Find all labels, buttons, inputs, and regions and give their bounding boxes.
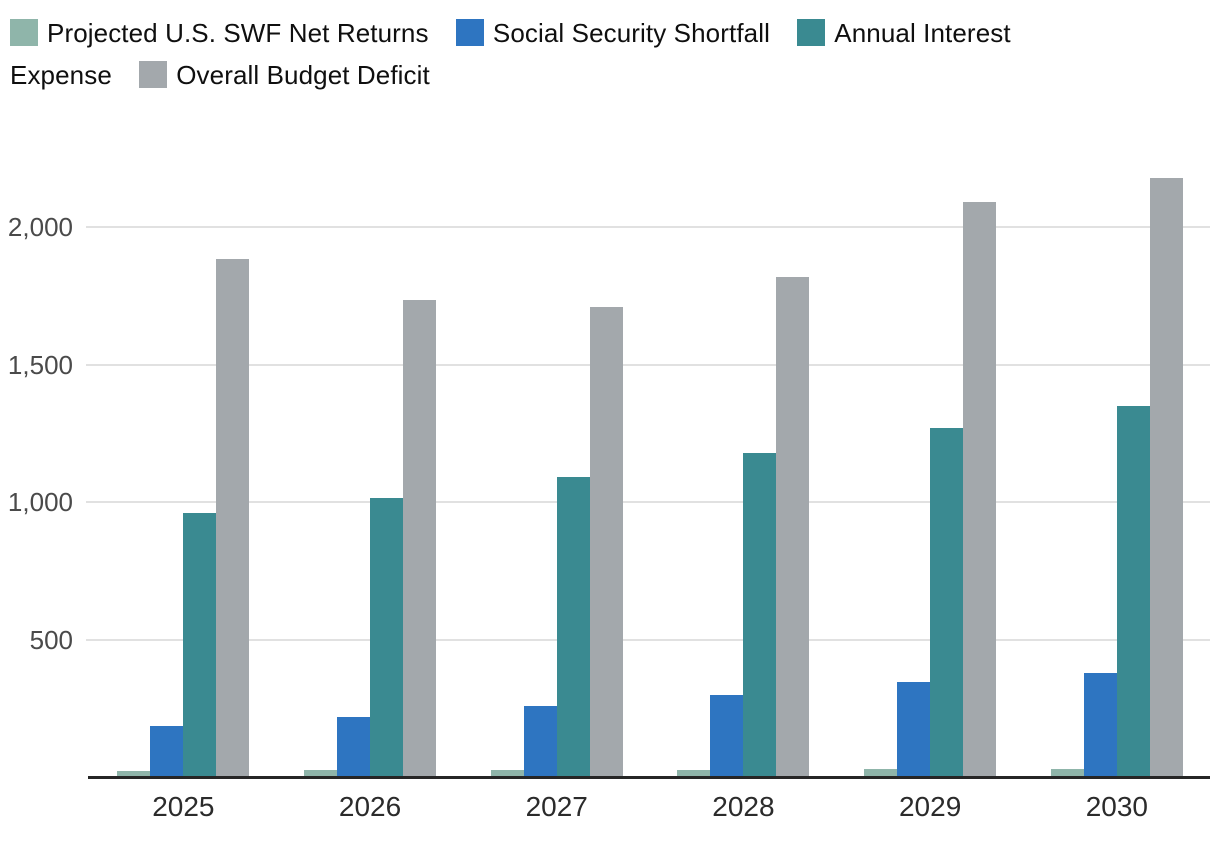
bar-2025-social-security-shortfall	[150, 726, 184, 777]
bar-2028-social-security-shortfall	[710, 694, 744, 777]
bar-2030-overall-budget-deficit	[1149, 177, 1183, 777]
bar-2030-projected-u-s-swf-net-returns	[1050, 768, 1084, 777]
y-axis-tick-label-2000: 2,000	[7, 212, 73, 242]
bar-group-2026	[277, 150, 464, 777]
y-axis-tick-label-500: 500	[29, 624, 73, 655]
legend-item-interest-expense: Annual Interest Expense	[10, 18, 1011, 90]
legend-swatch-budget-deficit-icon	[139, 61, 168, 88]
gridline-1500	[86, 363, 1210, 366]
x-axis-label-2028: 2028	[712, 791, 775, 822]
bar-2026-overall-budget-deficit	[403, 299, 437, 777]
legend-item-budget-deficit: Overall Budget Deficit	[139, 60, 430, 90]
x-axis-label-2029: 2029	[898, 791, 962, 822]
bar-2027-overall-budget-deficit	[589, 306, 623, 777]
legend-label-social-security: Social Security Shortfall	[492, 18, 770, 48]
legend-item-swf-returns: Projected U.S. SWF Net Returns	[10, 18, 429, 48]
bar-group-2028	[650, 150, 837, 777]
chart-legend: Projected U.S. SWF Net Returns Social Se…	[10, 12, 1070, 96]
y-axis-tick-label-1500: 1,500	[7, 349, 73, 380]
bar-group-2027	[463, 150, 650, 777]
legend-label-swf-returns: Projected U.S. SWF Net Returns	[47, 18, 429, 48]
bar-2025-annual-interest-expense	[183, 513, 217, 777]
bar-2026-projected-u-s-swf-net-returns	[304, 770, 338, 777]
bar-2028-annual-interest-expense	[743, 452, 777, 777]
legend-item-social-security: Social Security Shortfall	[455, 18, 770, 48]
legend-swatch-social-security-icon	[455, 19, 484, 46]
bar-2028-projected-u-s-swf-net-returns	[677, 769, 711, 777]
x-axis-label-2026: 2026	[338, 791, 402, 822]
legend-swatch-interest-expense-icon	[797, 19, 826, 46]
legend-swatch-swf-returns-icon	[10, 19, 38, 46]
bar-group-2029	[837, 150, 1024, 777]
bar-2029-social-security-shortfall	[897, 682, 931, 777]
legend-label-interest-expense-line2: Expense	[10, 60, 112, 90]
bar-2027-annual-interest-expense	[556, 477, 590, 777]
bar-2030-social-security-shortfall	[1083, 672, 1117, 777]
gridline-500	[86, 638, 1210, 641]
bar-2025-overall-budget-deficit	[216, 258, 250, 777]
gridline-1000	[86, 501, 1210, 503]
x-axis-label-2027: 2027	[525, 791, 588, 822]
bar-group-2025	[90, 150, 277, 777]
bar-group-2030	[1024, 150, 1211, 777]
x-axis-label-2025: 2025	[152, 791, 215, 822]
bar-2029-overall-budget-deficit	[963, 202, 997, 777]
bar-2027-social-security-shortfall	[523, 705, 557, 777]
bar-2025-projected-u-s-swf-net-returns	[117, 770, 151, 777]
x-axis-label-2030: 2030	[1085, 791, 1148, 822]
legend-label-budget-deficit: Overall Budget Deficit	[176, 60, 430, 90]
bar-2029-annual-interest-expense	[930, 427, 964, 777]
gridline-2000	[86, 226, 1210, 228]
bar-2026-annual-interest-expense	[370, 497, 404, 777]
y-axis-tick-label-1000: 1,000	[7, 487, 73, 517]
legend-label-interest-expense-line1: Annual Interest	[834, 18, 1011, 48]
bar-2026-social-security-shortfall	[337, 716, 371, 777]
bar-2029-projected-u-s-swf-net-returns	[864, 769, 898, 777]
bar-2030-annual-interest-expense	[1116, 405, 1150, 777]
bar-2027-projected-u-s-swf-net-returns	[490, 770, 524, 777]
x-axis-line	[88, 775, 1210, 779]
bar-2028-overall-budget-deficit	[776, 276, 810, 777]
